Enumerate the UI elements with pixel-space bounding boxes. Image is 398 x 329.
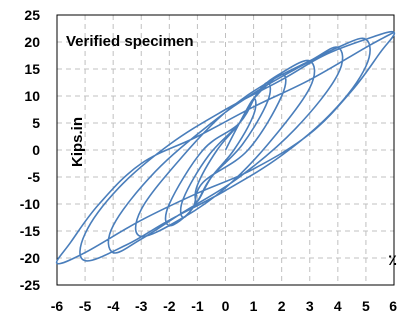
series-layer	[55, 30, 396, 265]
y-tick-label: 5	[32, 115, 40, 131]
y-tick-label: -15	[20, 223, 40, 239]
y-axis-tick-labels: 25 20 15 10 5 0 -5 -10 -15 -20 -25	[20, 7, 40, 293]
x-tick-label: -5	[79, 298, 92, 314]
x-tick-label: 2	[278, 298, 286, 314]
x-tick-label: 5	[362, 298, 370, 314]
y-tick-label: -20	[20, 250, 40, 266]
x-axis-label: تغییرشکل نسبی ٪	[388, 251, 398, 269]
y-tick-label: -25	[20, 277, 40, 293]
x-tick-label: 3	[306, 298, 314, 314]
x-tick-label: 1	[250, 298, 258, 314]
y-tick-label: -10	[20, 196, 40, 212]
hysteresis-curve-series	[55, 30, 396, 265]
x-tick-label: -6	[51, 298, 64, 314]
y-axis-label: Kips.in	[69, 117, 86, 167]
x-axis-tick-labels: -6 -5 -4 -3 -2 -1 0 1 2 3 4 5 6	[51, 298, 397, 314]
y-tick-label: 0	[32, 142, 40, 158]
y-tick-label: 20	[24, 34, 40, 50]
plot-frame	[56, 14, 395, 286]
y-tick-label: 15	[24, 61, 40, 77]
x-tick-label: -3	[135, 298, 148, 314]
x-tick-label: 0	[222, 298, 230, 314]
x-tick-label: -4	[107, 298, 120, 314]
annotation-label: Verified specimen	[66, 33, 194, 50]
x-tick-label: 6	[389, 298, 397, 314]
x-tick-label: -2	[163, 298, 176, 314]
y-tick-label: 10	[24, 88, 40, 104]
x-tick-label: 4	[334, 298, 342, 314]
x-tick-label: -1	[191, 298, 204, 314]
y-tick-label: 25	[24, 7, 40, 23]
y-tick-label: -5	[28, 169, 41, 185]
